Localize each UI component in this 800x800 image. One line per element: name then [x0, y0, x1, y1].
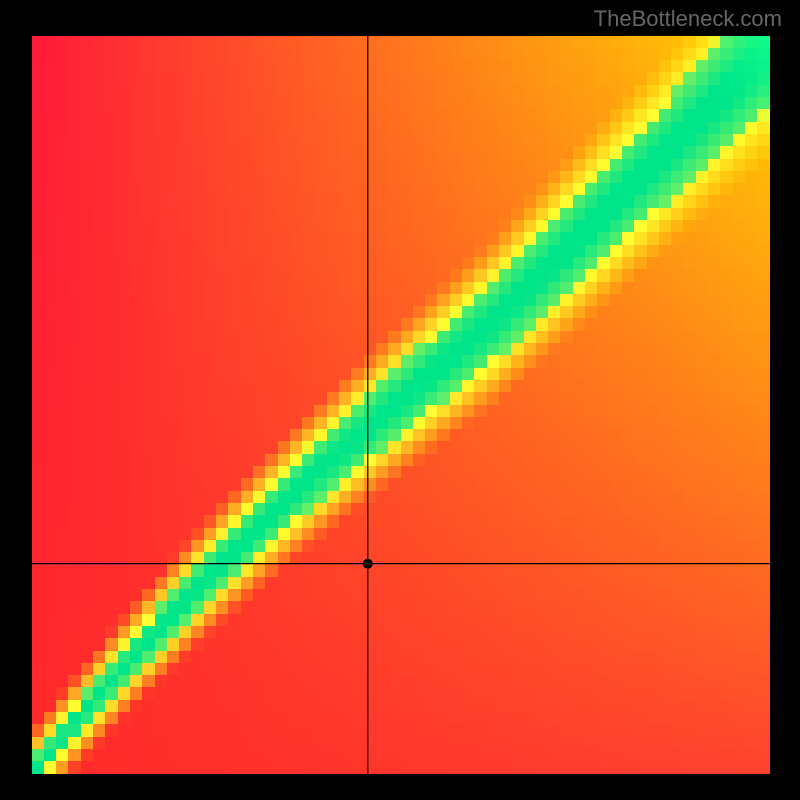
watermark-text: TheBottleneck.com	[594, 6, 782, 32]
figure-container: TheBottleneck.com	[0, 0, 800, 800]
heatmap-plot	[32, 36, 770, 774]
heatmap-canvas	[32, 36, 770, 774]
